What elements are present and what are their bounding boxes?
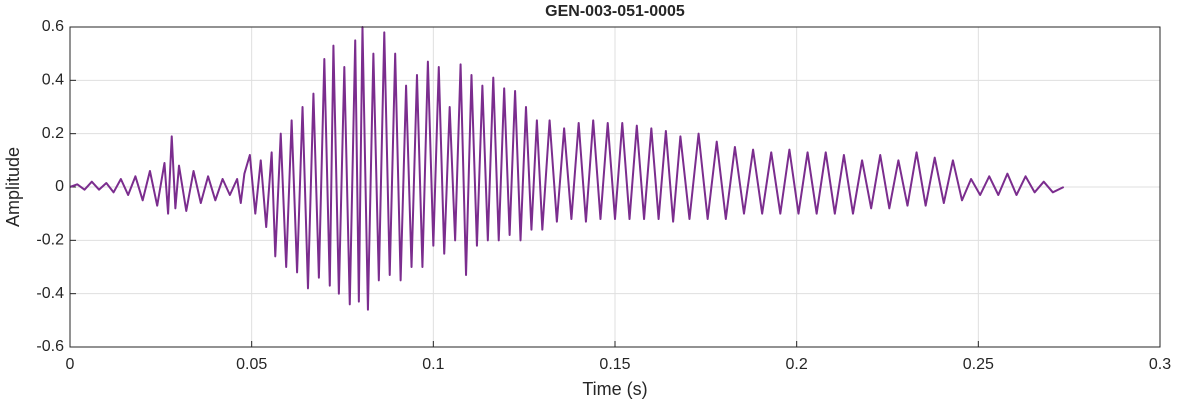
x-tick-label: 0.05: [236, 356, 267, 373]
x-tick-label: 0.25: [963, 356, 994, 373]
y-tick-label: -0.2: [36, 232, 64, 249]
x-tick-label: 0.1: [422, 356, 444, 373]
x-tick-label: 0: [66, 356, 75, 373]
y-tick-label: 0.2: [42, 125, 64, 142]
waveform: [69, 26, 1065, 311]
chart-title: GEN-003-051-0005: [545, 3, 685, 20]
y-tick-label: 0.6: [42, 18, 64, 35]
x-tick-label: 0.3: [1149, 356, 1171, 373]
y-tick-label: 0.4: [42, 72, 64, 89]
y-tick-label: 0: [55, 178, 64, 195]
x-tick-label: 0.15: [599, 356, 630, 373]
y-tick-label: -0.4: [36, 285, 64, 302]
y-tick-label: -0.6: [36, 338, 64, 355]
x-axis-label: Time (s): [582, 379, 647, 399]
plot-frame: [69, 26, 1161, 348]
x-tick-label: 0.2: [786, 356, 808, 373]
y-axis-label: Amplitude: [3, 147, 23, 227]
